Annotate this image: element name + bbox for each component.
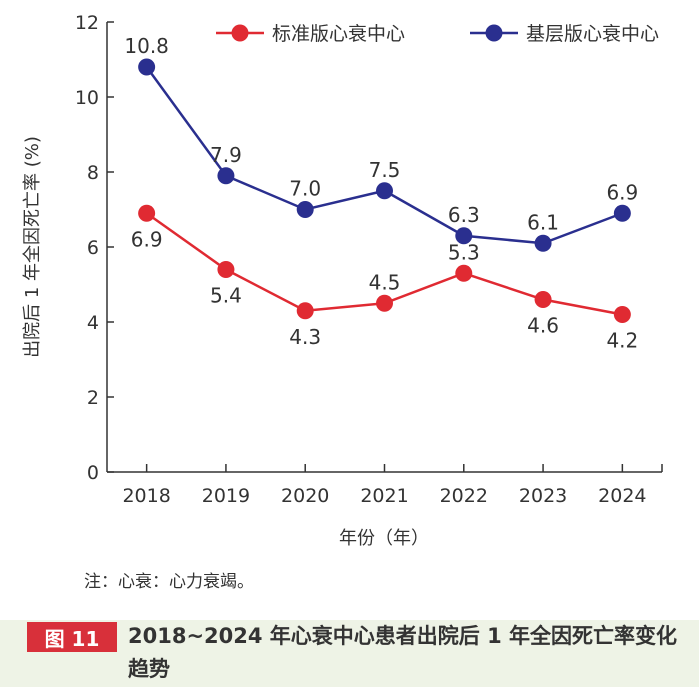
data-point xyxy=(455,264,473,282)
data-point xyxy=(217,261,235,278)
data-point xyxy=(376,182,393,200)
legend-marker xyxy=(485,24,503,42)
series-group: 6.95.44.34.55.34.64.210.87.97.07.56.3 6.1… xyxy=(124,34,638,353)
y-tick-label: 12 xyxy=(75,12,99,34)
data-label: 4.6 xyxy=(527,314,559,338)
y-tick-label: 6 xyxy=(87,237,99,259)
data-label: 10.8 xyxy=(124,34,169,58)
data-point xyxy=(138,204,156,222)
legend-marker xyxy=(231,24,249,42)
y-axis: 0 2 4 6 8 10 12 xyxy=(75,12,114,484)
data-label: 6.9 xyxy=(131,227,163,251)
data-point xyxy=(296,302,314,320)
y-tick-label: 0 xyxy=(87,462,99,484)
x-axis: 2018 2019 2020 2021 2022 2023 2024 xyxy=(107,464,663,507)
data-point xyxy=(296,201,314,218)
y-tick-label: 2 xyxy=(87,387,99,409)
y-axis-label: 出院后 1 年全因死亡率 (%) xyxy=(22,136,43,358)
line-chart: 0 2 4 6 8 10 12 2018 2019 2020 2021 2022 2023 2024 出… xyxy=(22,12,663,549)
x-axis-label: 年份（年） xyxy=(339,528,429,549)
data-point xyxy=(138,58,156,76)
y-tick-label: 10 xyxy=(75,87,99,109)
x-tick-label: 2022 xyxy=(440,485,488,507)
figure-label: 图 11 xyxy=(27,622,117,652)
data-label: 7.5 xyxy=(369,158,401,182)
data-label: 6.9 xyxy=(606,180,638,204)
data-point xyxy=(376,294,393,312)
y-tick-label: 4 xyxy=(87,312,99,334)
data-label: 6.3 xyxy=(448,203,480,227)
figure-title: 2018~2024 年心衰中心患者出院后 1 年全因死亡率变化趋势 xyxy=(128,624,678,681)
data-label: 7.9 xyxy=(210,143,242,167)
legend: 标准版心衰中心 基层版心衰中心 xyxy=(216,23,659,45)
x-tick-label: 2019 xyxy=(202,485,250,507)
data-point xyxy=(613,306,631,323)
x-tick-label: 2018 xyxy=(122,485,170,507)
chart-note: 注：心衰：心力衰竭。 xyxy=(84,572,254,592)
data-label: 6.1 xyxy=(527,210,559,234)
y-tick-label: 8 xyxy=(87,162,99,184)
data-label: 4.3 xyxy=(289,325,321,349)
data-point xyxy=(613,204,631,222)
data-point xyxy=(455,227,473,245)
data-label: 4.5 xyxy=(369,270,401,294)
data-point xyxy=(217,167,235,185)
legend-label: 基层版心衰中心 xyxy=(526,23,659,45)
x-tick-label: 2021 xyxy=(360,485,408,507)
data-label: 7.0 xyxy=(289,177,321,201)
x-tick-label: 2023 xyxy=(519,485,567,507)
data-label: 5.4 xyxy=(210,284,242,308)
x-tick-label: 2020 xyxy=(281,485,329,507)
x-tick-label: 2024 xyxy=(598,485,646,507)
data-label: 4.2 xyxy=(606,329,638,353)
data-point xyxy=(534,291,552,308)
data-point xyxy=(534,234,552,252)
legend-label: 标准版心衰中心 xyxy=(272,23,405,45)
